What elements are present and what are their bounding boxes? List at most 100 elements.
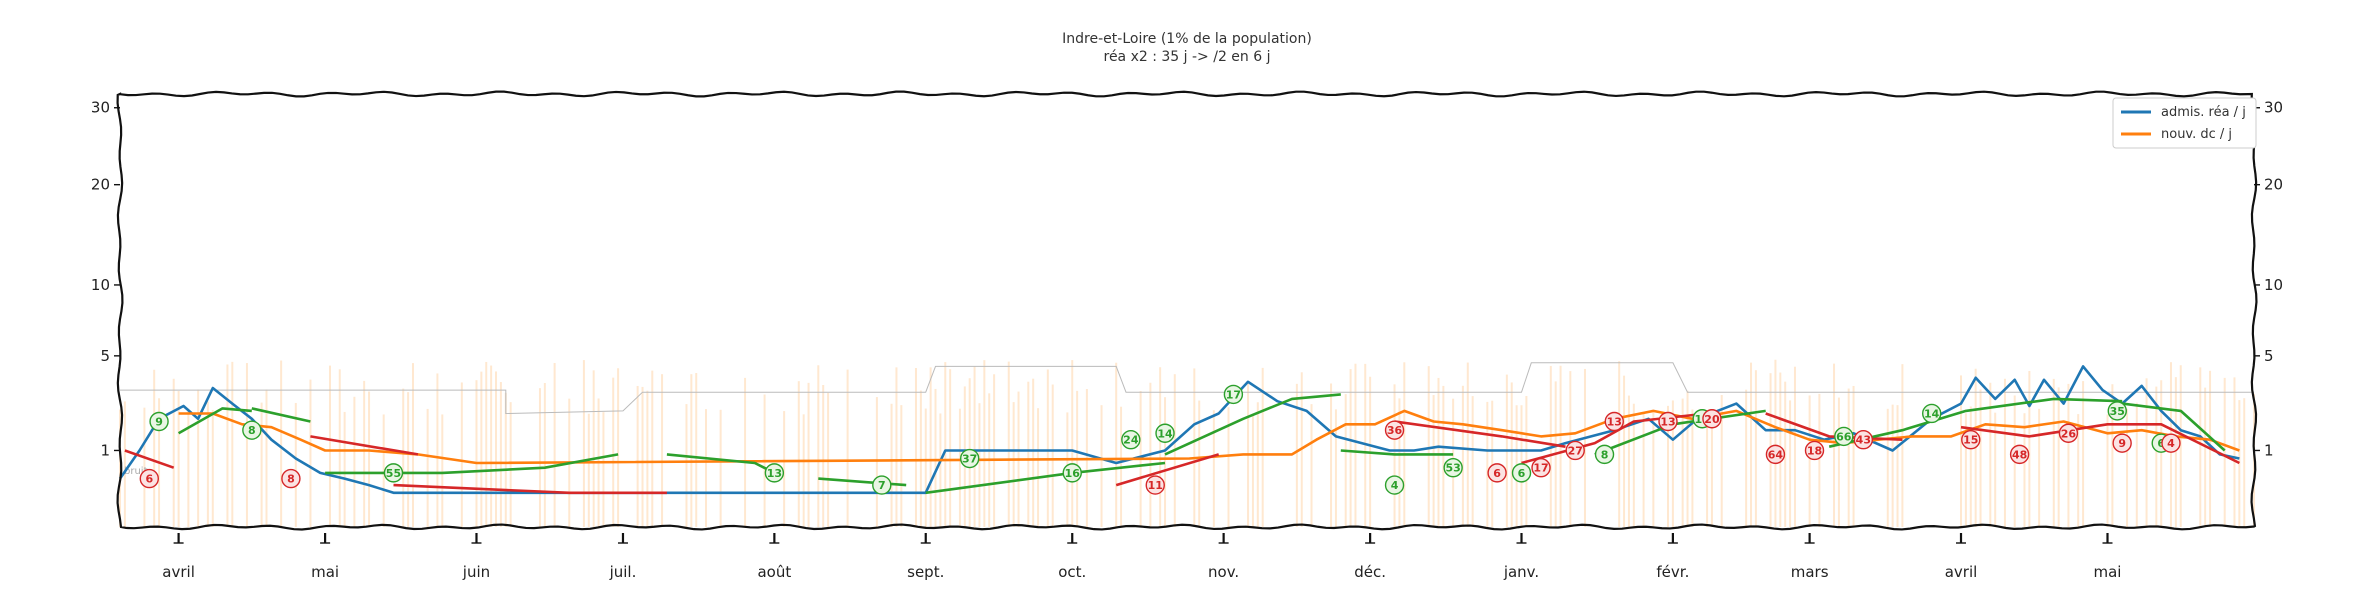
daily-bar xyxy=(2160,380,2163,527)
annotation-label: 9 xyxy=(2118,437,2126,450)
daily-bar xyxy=(1671,400,1674,527)
daily-bar xyxy=(2106,414,2109,527)
daily-bar xyxy=(460,382,463,527)
daily-bar xyxy=(475,380,478,527)
annotation-label: 43 xyxy=(1856,434,1871,447)
noise-band-label: bruit xyxy=(124,466,148,477)
daily-bar xyxy=(211,409,214,527)
daily-bar xyxy=(636,385,639,527)
annotation-label: 14 xyxy=(1924,407,1940,420)
annotation-badge xyxy=(149,411,169,432)
trend-line-up xyxy=(2122,402,2226,452)
annotation-badge xyxy=(1145,475,1165,495)
daily-bar xyxy=(1115,362,1118,527)
daily-bar xyxy=(407,392,410,527)
daily-bar xyxy=(1623,375,1626,527)
daily-bar xyxy=(495,371,498,527)
annotation-label: 27 xyxy=(1568,444,1583,457)
daily-bar xyxy=(353,396,356,527)
annotation-label: 48 xyxy=(2012,448,2027,461)
daily-bar xyxy=(2126,408,2129,527)
daily-bar xyxy=(485,361,488,527)
daily-bar xyxy=(119,409,121,527)
annotation-badge xyxy=(1062,463,1082,483)
trend-line-up xyxy=(1828,397,2123,448)
daily-bar xyxy=(402,388,405,527)
daily-bar xyxy=(294,402,297,527)
annotation-badge xyxy=(2107,401,2127,421)
daily-bar xyxy=(245,363,248,527)
x-tick-label: août xyxy=(757,563,791,581)
daily-bar xyxy=(1754,370,1757,527)
daily-bar xyxy=(123,401,126,527)
annotation-label: 13 xyxy=(767,467,782,480)
x-tick-label: juil. xyxy=(609,563,637,581)
daily-bar xyxy=(783,411,786,527)
daily-bar xyxy=(309,379,312,527)
annotation-badge xyxy=(1384,420,1405,440)
annotation-badge xyxy=(281,468,301,489)
daily-bar xyxy=(2111,384,2114,527)
y-tick-label-right: 1 xyxy=(2264,441,2274,459)
annotation-label: 13 xyxy=(1607,415,1622,428)
annotation-badge xyxy=(1853,430,1874,450)
daily-bar xyxy=(1193,368,1196,527)
annotation-badge xyxy=(1121,430,1141,450)
plot-frame xyxy=(116,90,2258,531)
y-axis-left: 1 5 10 20 30 xyxy=(91,99,120,459)
daily-bar xyxy=(490,365,493,527)
daily-bar xyxy=(538,388,541,527)
daily-bar xyxy=(1745,389,1748,527)
daily-bar xyxy=(2204,387,2207,527)
daily-bar xyxy=(797,381,800,527)
daily-bar xyxy=(1432,395,1435,527)
daily-bar xyxy=(1710,413,1713,527)
daily-bar xyxy=(1032,378,1035,527)
annotation-badge xyxy=(1961,430,1981,450)
daily-bar xyxy=(1852,385,1855,527)
daily-bar xyxy=(1627,395,1630,527)
daily-bar xyxy=(1847,388,1850,527)
legend: admis. réa / j nouv. dc / j xyxy=(2112,97,2257,149)
annotation-badge xyxy=(959,448,980,469)
x-tick-label: juin xyxy=(462,563,490,581)
daily-bar xyxy=(1330,383,1333,527)
daily-bar xyxy=(1969,406,1972,527)
y-tick-label-left: 1 xyxy=(100,441,110,459)
daily-bar xyxy=(2174,377,2177,527)
daily-bar xyxy=(343,411,346,527)
daily-bar xyxy=(929,367,932,527)
daily-bar xyxy=(817,365,820,527)
y-tick-label-right: 10 xyxy=(2264,276,2283,294)
daily-bar xyxy=(187,408,190,527)
daily-bar xyxy=(919,390,922,527)
annotation-badge xyxy=(139,468,159,489)
annotation-label: 66 xyxy=(1836,430,1852,443)
daily-bar xyxy=(592,370,595,527)
x-tick-label: mars xyxy=(1791,563,1829,581)
x-tick-label: mai xyxy=(2094,563,2122,581)
annotation-label: 9 xyxy=(155,415,163,428)
daily-bar xyxy=(1818,393,1821,527)
daily-bar xyxy=(1251,413,1254,527)
daily-bar xyxy=(2077,414,2080,527)
daily-bar xyxy=(582,360,585,527)
daily-bar xyxy=(875,397,878,527)
daily-bar xyxy=(895,367,898,527)
annotation-label: 8 xyxy=(248,424,256,437)
daily-bar xyxy=(153,369,156,527)
trend-line-down xyxy=(124,449,175,469)
y-tick-label-right: 30 xyxy=(2264,99,2283,117)
daily-bar xyxy=(924,408,927,527)
daily-bar xyxy=(1652,410,1655,527)
daily-bar xyxy=(480,371,483,527)
daily-bar xyxy=(2135,402,2138,527)
daily-bar xyxy=(197,389,200,527)
daily-bar xyxy=(1159,367,1162,527)
legend-label-admissions: admis. réa / j xyxy=(2161,105,2246,120)
daily-bar xyxy=(1750,362,1753,527)
daily-bar xyxy=(1706,409,1709,527)
daily-bar xyxy=(177,391,180,527)
daily-bar xyxy=(641,386,644,527)
